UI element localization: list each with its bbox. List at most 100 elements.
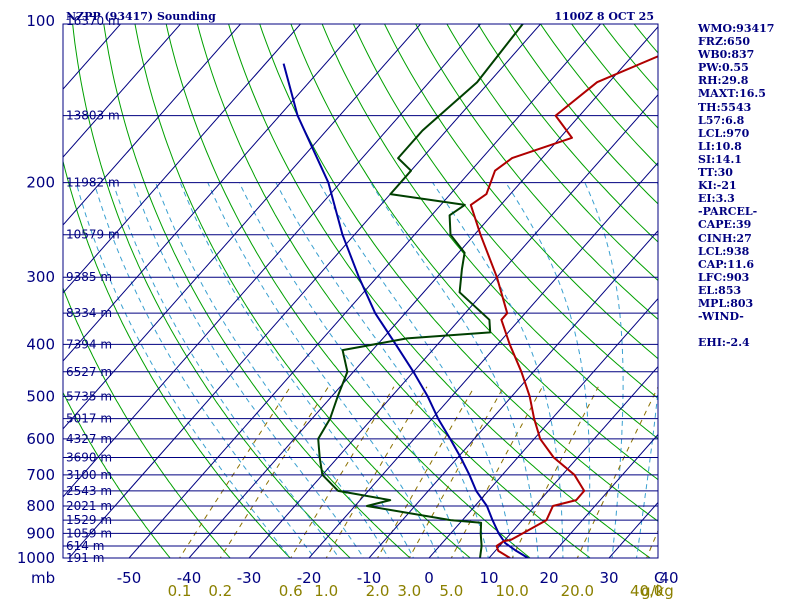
dewpoint-trace [317,24,525,558]
moist-adiabat [112,182,340,558]
pressure-tick-label: 500 [26,387,55,405]
index-entry: WMO:93417 [698,22,775,35]
height-label: 6527 m [66,365,112,379]
mixing-ratio-line [576,386,658,558]
temperature-tick-label: 20 [539,569,558,587]
isotherm [63,24,122,90]
height-label: 11982 m [66,176,120,190]
moist-adiabat [432,182,564,558]
temperature-tick-label: -50 [117,569,142,587]
temperature-tick-label: 40 [659,569,678,587]
mixing-ratio-line [219,386,329,558]
index-entry: KI:-21 [698,179,737,193]
pressure-tick-label: 100 [26,12,55,30]
pressure-tick-label: 800 [26,497,55,515]
height-label: 5735 m [66,389,112,403]
station-title: NZPP (93417) Sounding [66,10,216,23]
mixing-ratio-tick-label: 0.2 [208,582,232,600]
mixing-ratio-line [408,386,505,558]
sounding-time: 1100Z 8 OCT 25 [554,10,654,23]
mixing-ratio-line [325,386,428,558]
height-label: 5017 m [66,412,112,426]
index-entry: EHI:-2.4 [698,336,750,350]
moist-adiabat [505,182,591,558]
temperature-unit-label: C [654,569,664,587]
temperature-tick-label: 30 [599,569,618,587]
temperature-tick-label: 0 [424,569,434,587]
index-entry: LFC:903 [698,270,750,284]
temperature-trace [469,55,658,558]
pressure-tick-label: 200 [26,174,55,192]
dry-adiabat [228,24,651,558]
height-label: 614 m [66,539,104,553]
index-entry: LCL:938 [698,244,750,258]
height-label: 16370 m [66,14,120,28]
height-label: 2021 m [66,499,112,513]
temperature-tick-label: 10 [479,569,498,587]
mixing-ratio-tick-label: 10.0 [495,582,528,600]
height-label: 13803 m [66,109,120,123]
isotherm [63,24,482,498]
height-label: 9385 m [66,270,112,284]
chart-grid [63,24,658,558]
pressure-tick-label: 300 [26,268,55,286]
height-label: 10579 m [66,228,120,242]
index-entry: CAP:11.6 [698,257,755,271]
index-entry: CINH:27 [698,231,752,245]
pressure-tick-label: 400 [26,335,55,353]
mixing-ratio-tick-label: 40.0 [630,582,663,600]
dry-adiabat [196,24,591,558]
height-label: 8334 m [66,306,112,320]
mixing-ratio-tick-label: 1.0 [314,582,338,600]
height-label: 1059 m [66,526,112,540]
moist-adiabat [93,182,316,558]
mixing-ratio-line [290,386,395,558]
mixing-ratio-tick-label: 3.0 [397,582,421,600]
mixing-ratio-tick-label: 0.1 [168,582,192,600]
moist-adiabat [207,182,439,558]
mixing-ratio-tick-label: 5.0 [439,582,463,600]
mixing-ratio-line [376,386,475,558]
isotherm [68,24,542,558]
isotherm [248,94,658,558]
mixing-ratio-line [646,529,658,558]
moist-adiabat [318,182,514,558]
moist-adiabat [238,182,464,558]
index-entry: FRZ:650 [698,35,751,49]
index-entry: EI:3.3 [698,192,735,206]
moist-adiabat [584,182,624,558]
mixing-ratio-line [511,386,599,558]
index-entry: LI:10.8 [698,139,742,153]
isotherm [308,162,658,558]
plot-frame [62,23,659,559]
moist-adiabat [155,182,390,558]
index-entry: TH:5543 [698,100,752,114]
isotherm [428,297,658,558]
parcel-trace [282,63,529,558]
isotherm [548,433,658,558]
index-entry: CAPE:39 [698,218,752,232]
mixing-ratio-tick-label: 2.0 [366,582,390,600]
index-entry [698,323,798,336]
index-entry: L57:6.8 [698,113,745,127]
mixing-ratio-tick-label: 0.6 [279,582,303,600]
pressure-tick-label: 1000 [17,549,55,567]
temperature-tick-label: -30 [237,569,262,587]
stability-indices-panel: WMO:93417 FRZ:650 WB0:837 PW:0.55 RH:29.8 MAX… [698,22,798,349]
index-entry: PW:0.55 [698,61,749,75]
isotherm [63,24,302,294]
height-label: 4327 m [66,432,112,446]
index-entry: MPL:803 [698,296,754,310]
index-entry: -WIND- [698,310,744,324]
chart-profiles [282,24,658,558]
pressure-unit-label: mb [31,569,55,587]
index-entry: SI:14.1 [698,152,742,166]
height-label: 2543 m [66,484,112,498]
isotherm [63,24,362,362]
mixing-ratio-unit-label: g/kg [641,582,674,600]
index-entry: RH:29.8 [698,74,749,88]
isotherm [188,26,658,558]
height-label: 191 m [66,551,104,565]
